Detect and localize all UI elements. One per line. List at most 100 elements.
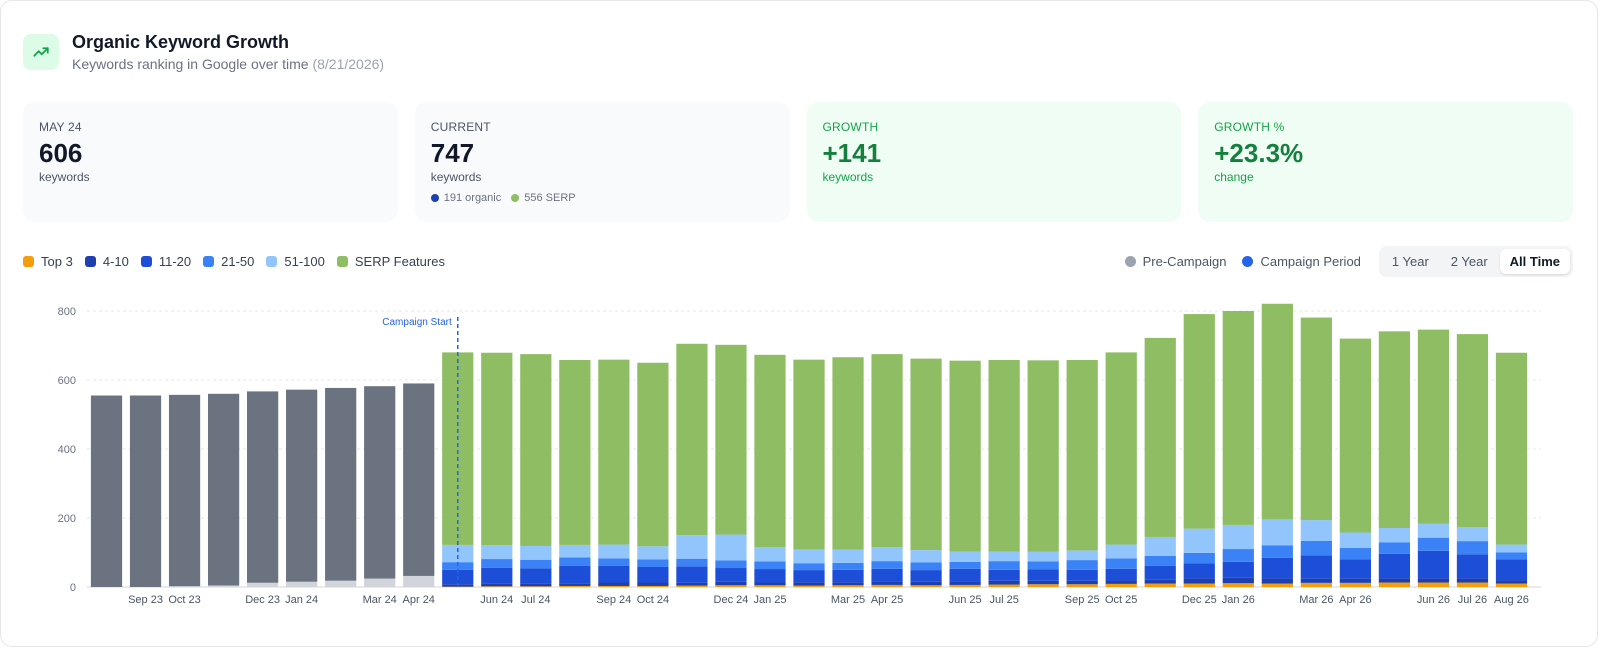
bar-segment-serp-features [793,359,825,550]
organic-count-text: 191 organic [443,192,502,204]
legend-item-top3[interactable]: Top 3 [23,254,73,269]
bar-segment-serp-features [1027,360,1059,552]
bar-segment-21-50 [559,557,591,566]
bar-segment-serp-features [910,358,942,551]
bar-pre-campaign [90,395,123,587]
bar-segment-top-3 [988,584,1020,587]
bar-segment-51-100 [1105,544,1137,559]
period-legend: Pre-Campaign Campaign Period [1124,254,1361,269]
bar-segment-4-10 [754,582,786,586]
bar-segment-serp-features [442,352,474,545]
bar-segment-21-50 [1495,552,1528,560]
bar-segment-top-3 [832,585,864,587]
bar-segment-51-100 [1261,519,1293,546]
bar-segment-51-100 [1144,536,1176,556]
legend-item-11-20[interactable]: 11-20 [140,253,192,269]
legend-label: 11-20 [158,253,192,269]
bar-segment-4-10 [1300,578,1332,583]
legend-item-51-100[interactable]: 51-100 [266,254,325,269]
legend-label: 21-50 [221,253,255,269]
bar-segment-top-3 [1222,583,1254,587]
bar-segment-51-100 [1300,520,1332,541]
bar-segment-11-20 [1066,569,1098,581]
range-all-time-button[interactable]: All Time [1499,248,1570,274]
bar-segment-top-3 [1261,583,1293,587]
bar-segment-21-50 [793,563,825,571]
bar-segment-4-10 [520,583,552,587]
stat-card-growth-percent: GROWTH % +23.3% change [1198,102,1573,222]
bar-segment-top-3 [481,586,513,587]
bar-pre-campaign [207,393,240,586]
bar-segment-51-100 [1495,544,1528,553]
bar-segment-serp-features [1378,331,1411,529]
bar-segment-11-20 [1261,557,1293,579]
x-tick-label: Oct 23 [168,594,200,606]
legend-item-21-50[interactable]: 21-50 [203,254,254,269]
bar-segment-serp-features [949,360,981,552]
subtitle-text: Keywords ranking in Google over time [72,56,309,72]
bar-segment-11-20 [1105,568,1137,581]
bar-segment-top-3 [559,585,591,587]
stat-sub: keywords [822,170,874,184]
stat-value: 747 [430,138,475,168]
x-tick-label: Jul 25 [989,594,1018,606]
bar-segment-serp-features [871,354,903,548]
x-tick-label: Mar 24 [363,594,397,606]
legend-item-campaign-period: Campaign Period [1242,254,1361,269]
bar-segment-21-50 [1144,555,1176,566]
bar-segment-11-20 [481,567,513,584]
bar-segment-51-100 [1456,527,1489,542]
bar-segment-11-20 [1027,569,1059,581]
bar-segment-11-20 [754,569,786,583]
legend-row: Top 3 4-10 11-20 21-50 51-100 SERP Featu… [23,245,1573,277]
legend-dot-icon [1242,255,1254,267]
bar-pre-campaign-organic [168,586,201,587]
bar-segment-21-50 [1066,560,1098,570]
bar-segment-21-50 [1417,537,1450,551]
bar-segment-top-3 [1378,582,1411,587]
stat-value: +141 [822,138,882,168]
legend-item-4-10[interactable]: 4-10 [84,254,129,269]
bar-segment-serp-features [481,352,513,546]
legend-label: SERP Features [354,253,445,269]
serp-count-text: 556 SERP [524,192,576,204]
bar-segment-21-50 [1456,541,1489,555]
bar-segment-21-50 [988,561,1020,570]
bar-segment-top-3 [871,584,903,587]
legend-swatch-icon [140,255,152,267]
x-tick-label: Sep 23 [128,594,163,606]
y-tick-label: 0 [70,582,76,594]
bar-segment-51-100 [1027,551,1059,562]
bar-segment-11-20 [1183,563,1215,579]
subtitle-date: (8/21/2026) [312,56,385,72]
bar-segment-21-50 [1222,549,1254,562]
legend-swatch-icon [336,255,348,267]
range-toggle: 1 Year 2 Year All Time [1378,245,1573,277]
bar-segment-51-100 [520,545,552,560]
legend-swatch-icon [266,255,278,267]
range-2-year-button[interactable]: 2 Year [1441,249,1498,274]
bar-segment-4-10 [1105,580,1137,584]
bar-segment-serp-features [520,354,552,546]
bar-segment-4-10 [793,582,825,586]
bar-pre-campaign [168,394,201,587]
bar-segment-21-50 [871,561,903,569]
stats-row: MAY 24 606 keywords CURRENT 747 keywords… [23,102,1573,222]
legend-item-serp[interactable]: SERP Features [336,253,445,269]
bar-segment-4-10 [871,581,903,585]
bar-segment-21-50 [1300,540,1332,556]
bar-segment-51-100 [832,549,864,563]
bar-segment-top-3 [949,584,981,587]
bar-segment-top-3 [1495,583,1528,587]
bar-segment-4-10 [559,583,591,586]
range-1-year-button[interactable]: 1 Year [1382,249,1439,274]
bar-segment-11-20 [1456,554,1489,579]
x-tick-label: Apr 25 [871,594,903,606]
stat-breakdown: 191 organic 556 SERP [430,192,774,204]
bar-segment-4-10 [1495,580,1528,584]
bar-segment-serp-features [988,359,1020,552]
bar-segment-51-100 [793,549,825,564]
bar-segment-21-50 [754,561,786,570]
bar-segment-4-10 [598,582,630,586]
